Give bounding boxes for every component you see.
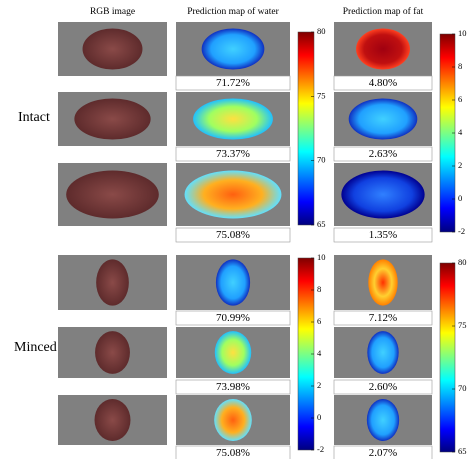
meat-sample: [74, 98, 150, 139]
prediction-map: [216, 259, 250, 305]
percentage: 73.98%: [216, 381, 250, 393]
percentage: 2.07%: [369, 447, 397, 459]
prediction-map: [368, 259, 397, 305]
percentage: 73.37%: [216, 148, 250, 160]
meat-sample: [95, 399, 131, 441]
meat-sample: [95, 331, 130, 374]
meat-sample: [83, 28, 143, 69]
prediction-map: [367, 399, 399, 441]
colorbar-tick-label: 10: [458, 28, 467, 38]
colorbar-tick-label: 65: [458, 446, 467, 456]
prediction-map: [349, 98, 418, 139]
colorbar-tick-label: 2: [458, 160, 462, 170]
colorbar-tick-label: 80: [317, 26, 326, 36]
prediction-map: [367, 331, 398, 374]
colorbar-tick-label: 75: [458, 320, 467, 330]
colorbar-tick-label: 6: [458, 94, 462, 104]
prediction-map: [193, 98, 273, 139]
prediction-map: [214, 399, 252, 441]
figure: RGB image Prediction map of water Predicti…: [0, 0, 467, 459]
percentage: 7.12%: [369, 312, 397, 324]
percentage: 71.72%: [216, 77, 250, 89]
prediction-map: [341, 171, 424, 219]
colorbar-tick-label: -2: [458, 226, 465, 236]
percentage: 4.80%: [369, 77, 397, 89]
row-label: Minced: [14, 340, 57, 355]
colorbar-tick-label: 2: [317, 380, 321, 390]
meat-sample: [96, 259, 129, 305]
colorbar-tick-label: 0: [458, 193, 462, 203]
colorbar-tick-label: 70: [317, 155, 326, 165]
column-header: RGB image: [90, 7, 135, 17]
colorbar-tick-label: 80: [458, 257, 467, 267]
colorbar-tick-label: 10: [317, 252, 326, 262]
colorbar-tick-label: 4: [458, 127, 463, 137]
percentage: 75.08%: [216, 229, 250, 241]
colorbar-tick-label: 6: [317, 316, 321, 326]
colorbar-tick-label: 4: [317, 348, 322, 358]
colorbar: [440, 263, 455, 452]
percentage: 2.60%: [369, 381, 397, 393]
colorbar-tick-label: 8: [458, 61, 462, 71]
meat-sample: [66, 171, 159, 219]
colorbar: [298, 32, 314, 225]
percentage: 2.63%: [369, 148, 397, 160]
prediction-map: [356, 28, 410, 69]
column-header: Prediction map of fat: [343, 6, 424, 17]
percentage: 70.99%: [216, 312, 250, 324]
column-header: Prediction map of water: [187, 6, 279, 17]
prediction-map: [215, 331, 251, 374]
colorbar-tick-label: 70: [458, 383, 467, 393]
colorbar-tick-label: 75: [317, 90, 326, 100]
row-label: Intact: [18, 110, 50, 125]
prediction-map: [202, 28, 265, 69]
percentage: 1.35%: [369, 229, 397, 241]
prediction-map: [185, 171, 282, 219]
colorbar-tick-label: 8: [317, 284, 321, 294]
colorbar-tick-label: 65: [317, 219, 326, 229]
percentage: 75.08%: [216, 447, 250, 459]
colorbar-tick-label: -2: [317, 444, 324, 454]
colorbar-tick-label: 0: [317, 412, 321, 422]
